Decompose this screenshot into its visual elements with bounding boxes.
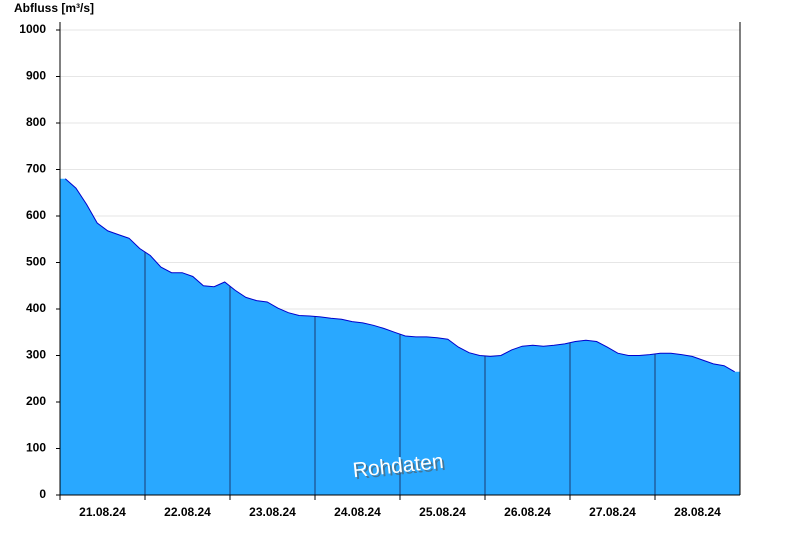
y-tick-label: 300 [26, 348, 46, 362]
y-tick-label: 500 [26, 255, 46, 269]
y-tick-label: 100 [26, 441, 46, 455]
x-tick-label: 26.08.24 [504, 505, 551, 519]
y-tick-label: 600 [26, 208, 46, 222]
y-tick-label: 400 [26, 301, 46, 315]
x-tick-label: 25.08.24 [419, 505, 466, 519]
x-tick-label: 23.08.24 [249, 505, 296, 519]
x-tick-label: 28.08.24 [674, 505, 721, 519]
y-tick-label: 900 [26, 69, 46, 83]
y-tick-label: 1000 [19, 22, 46, 36]
x-tick-label: 21.08.24 [79, 505, 126, 519]
y-tick-label: 200 [26, 394, 46, 408]
y-tick-label: 700 [26, 162, 46, 176]
y-tick-label: 800 [26, 115, 46, 129]
y-tick-label: 0 [39, 487, 46, 501]
y-axis-title: Abfluss [m³/s] [14, 1, 94, 15]
x-tick-label: 27.08.24 [589, 505, 636, 519]
x-tick-label: 24.08.24 [334, 505, 381, 519]
line [64, 178, 735, 373]
x-tick-label: 22.08.24 [164, 505, 211, 519]
